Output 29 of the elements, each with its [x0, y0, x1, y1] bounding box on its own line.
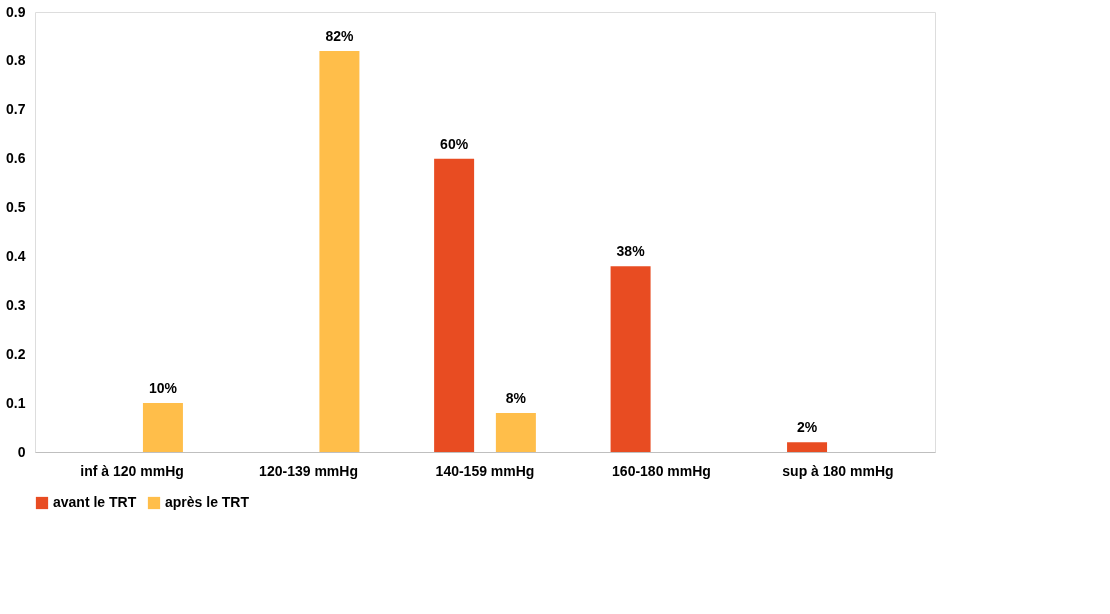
data-label: 8%	[505, 389, 527, 406]
data-label: 82%	[325, 28, 354, 45]
data-label: 10%	[148, 380, 178, 397]
x-tick-label: 160-180 mmHg	[612, 462, 711, 479]
data-label: 38%	[616, 243, 646, 260]
y-tick-label: 0	[17, 443, 26, 460]
y-tick-label: 0.9	[6, 3, 26, 20]
data-label: 2%	[796, 419, 818, 436]
legend-label: avant le TRT	[53, 494, 137, 510]
y-tick-label: 0.8	[6, 52, 26, 69]
y-tick-label: 0.5	[6, 199, 26, 216]
y-tick-label: 0.4	[6, 247, 26, 264]
y-tick-label: 0.1	[6, 394, 26, 411]
y-tick-label: 0.6	[6, 150, 26, 167]
x-tick-label: 140-159 mmHg	[435, 462, 535, 479]
y-tick-label: 0.3	[6, 296, 26, 313]
bar	[787, 442, 828, 452]
y-tick-label: 0.2	[6, 345, 26, 362]
bar	[434, 158, 475, 452]
bar	[495, 412, 536, 452]
x-tick-label: sup à 180 mmHg	[782, 462, 894, 479]
x-tick-label: inf à 120 mmHg	[80, 462, 184, 479]
data-label: 60%	[440, 135, 469, 152]
bar	[319, 51, 360, 452]
y-tick-label: 0.7	[6, 101, 26, 118]
x-tick-label: 120-139 mmHg	[259, 462, 358, 479]
bar	[142, 403, 183, 452]
legend-label: après le TRT	[165, 494, 250, 510]
bar	[610, 266, 651, 452]
